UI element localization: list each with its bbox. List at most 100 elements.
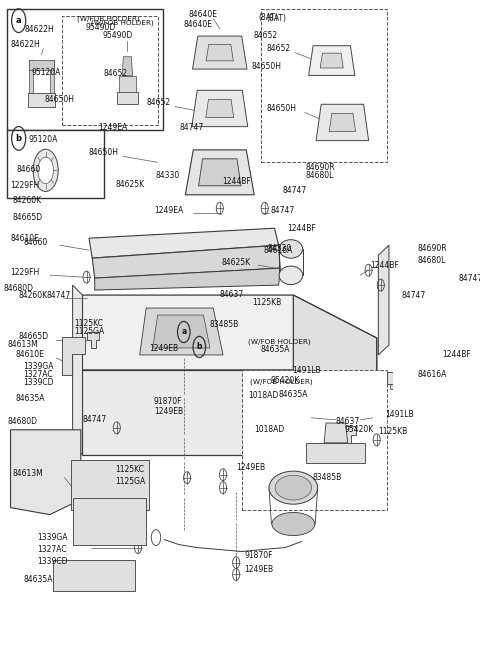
Text: 84747: 84747 bbox=[458, 273, 480, 283]
Text: 91870F: 91870F bbox=[244, 551, 273, 560]
Polygon shape bbox=[11, 430, 81, 514]
Text: 84665D: 84665D bbox=[19, 332, 49, 342]
Text: 1327AC: 1327AC bbox=[37, 545, 67, 554]
Polygon shape bbox=[72, 285, 83, 455]
Text: 1229FH: 1229FH bbox=[11, 181, 40, 190]
Text: 84650H: 84650H bbox=[89, 148, 119, 157]
Polygon shape bbox=[29, 60, 54, 70]
Text: (W/FOB HOLDER): (W/FOB HOLDER) bbox=[248, 338, 311, 345]
Ellipse shape bbox=[279, 266, 303, 285]
Text: 84635A: 84635A bbox=[24, 575, 53, 584]
Text: 1125KC: 1125KC bbox=[74, 319, 104, 328]
Text: 95120A: 95120A bbox=[31, 68, 60, 77]
Polygon shape bbox=[378, 245, 389, 355]
Text: 1339CD: 1339CD bbox=[24, 378, 54, 387]
Polygon shape bbox=[341, 426, 356, 444]
Circle shape bbox=[38, 157, 53, 183]
Text: (W/FOB HOLDER): (W/FOB HOLDER) bbox=[91, 19, 153, 26]
Text: (W/FOB HOLDER): (W/FOB HOLDER) bbox=[250, 379, 312, 385]
Text: 84613M: 84613M bbox=[8, 340, 38, 349]
Text: 84640E: 84640E bbox=[189, 10, 218, 19]
Polygon shape bbox=[192, 36, 247, 69]
Ellipse shape bbox=[275, 475, 312, 500]
Text: 1249EB: 1249EB bbox=[236, 463, 265, 472]
Text: 95420K: 95420K bbox=[271, 376, 300, 385]
Text: a: a bbox=[181, 328, 186, 336]
Polygon shape bbox=[206, 44, 233, 61]
Text: 84613M: 84613M bbox=[12, 469, 43, 478]
Text: (8AT): (8AT) bbox=[259, 13, 279, 22]
Text: 84640E: 84640E bbox=[183, 20, 212, 29]
Polygon shape bbox=[117, 93, 138, 105]
Polygon shape bbox=[119, 75, 135, 93]
Text: 84650H: 84650H bbox=[266, 104, 296, 113]
Polygon shape bbox=[293, 295, 377, 455]
Ellipse shape bbox=[272, 512, 315, 536]
Text: 84747: 84747 bbox=[270, 206, 295, 214]
Text: 84637: 84637 bbox=[220, 290, 244, 299]
Text: 1229FH: 1229FH bbox=[11, 267, 40, 277]
Text: 84625K: 84625K bbox=[115, 180, 144, 189]
Text: 95420K: 95420K bbox=[344, 425, 373, 434]
Text: (8AT): (8AT) bbox=[266, 14, 287, 23]
Polygon shape bbox=[89, 228, 278, 258]
Polygon shape bbox=[306, 443, 365, 463]
Text: 84260K: 84260K bbox=[12, 196, 42, 205]
Text: 84652: 84652 bbox=[104, 69, 128, 78]
Text: b: b bbox=[16, 134, 22, 143]
Polygon shape bbox=[320, 53, 343, 68]
Circle shape bbox=[33, 149, 58, 191]
Bar bbox=[62, 16, 158, 125]
Text: 84747: 84747 bbox=[179, 123, 204, 132]
Text: 1249EB: 1249EB bbox=[154, 407, 183, 416]
Polygon shape bbox=[206, 99, 234, 118]
Polygon shape bbox=[122, 57, 132, 75]
Polygon shape bbox=[29, 60, 33, 93]
Text: 1249EA: 1249EA bbox=[155, 206, 184, 214]
Text: 91870F: 91870F bbox=[154, 397, 182, 406]
Text: 1125KB: 1125KB bbox=[252, 298, 281, 307]
Text: 84635A: 84635A bbox=[16, 394, 45, 403]
Polygon shape bbox=[87, 332, 99, 348]
Text: 1244BF: 1244BF bbox=[222, 177, 251, 186]
Text: 84622H: 84622H bbox=[11, 40, 40, 49]
Polygon shape bbox=[324, 423, 348, 443]
Text: 84690R: 84690R bbox=[418, 244, 447, 253]
Text: 84260K: 84260K bbox=[19, 291, 48, 300]
Text: 1244BF: 1244BF bbox=[370, 261, 399, 269]
Text: 84747: 84747 bbox=[47, 291, 71, 301]
Text: 84747: 84747 bbox=[282, 187, 307, 195]
Text: 84680D: 84680D bbox=[4, 284, 34, 293]
Polygon shape bbox=[140, 308, 223, 355]
Polygon shape bbox=[72, 498, 146, 545]
Polygon shape bbox=[192, 90, 248, 126]
Text: 1339GA: 1339GA bbox=[24, 362, 54, 371]
Polygon shape bbox=[62, 336, 85, 375]
Text: 1125KC: 1125KC bbox=[115, 465, 144, 474]
Polygon shape bbox=[28, 93, 55, 107]
Text: 84330: 84330 bbox=[156, 171, 180, 179]
Text: 84650H: 84650H bbox=[45, 95, 74, 104]
Text: 84610E: 84610E bbox=[11, 234, 39, 243]
Text: 1491LB: 1491LB bbox=[385, 410, 413, 419]
Text: 1327AC: 1327AC bbox=[24, 370, 53, 379]
Text: 84650H: 84650H bbox=[251, 62, 281, 71]
Text: 84330: 84330 bbox=[268, 244, 292, 253]
Text: 1018AD: 1018AD bbox=[254, 425, 284, 434]
Text: 84747: 84747 bbox=[401, 291, 425, 300]
Text: 84616A: 84616A bbox=[418, 371, 447, 379]
Polygon shape bbox=[153, 315, 210, 348]
Bar bbox=[7, 9, 163, 130]
Text: 84637: 84637 bbox=[336, 417, 360, 426]
Text: a: a bbox=[16, 16, 22, 25]
Text: 1339CD: 1339CD bbox=[37, 557, 68, 566]
Polygon shape bbox=[71, 459, 149, 510]
Text: 84610E: 84610E bbox=[15, 350, 44, 359]
Polygon shape bbox=[92, 245, 280, 278]
Text: 84635A: 84635A bbox=[278, 391, 308, 399]
Polygon shape bbox=[83, 295, 377, 380]
Text: 83485B: 83485B bbox=[313, 473, 342, 482]
Ellipse shape bbox=[269, 471, 318, 504]
Polygon shape bbox=[50, 60, 54, 93]
Text: 95490D: 95490D bbox=[85, 23, 115, 32]
